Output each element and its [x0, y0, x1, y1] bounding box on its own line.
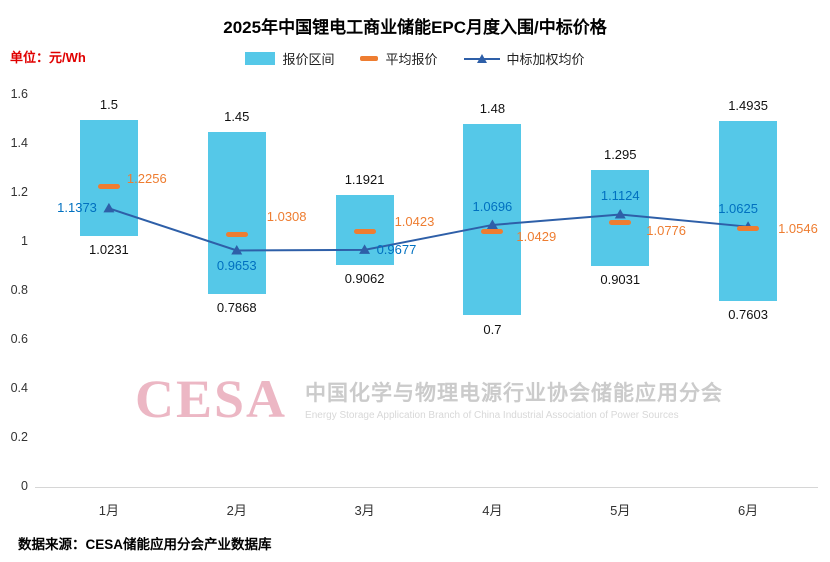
y-axis-tick-label: 1.6	[10, 87, 28, 101]
watermark: CESA 中国化学与物理电源行业协会储能应用分会 Energy Storage …	[135, 372, 723, 426]
watermark-english-line: Energy Storage Application Branch of Chi…	[305, 410, 679, 421]
x-axis-line	[35, 487, 818, 488]
bar-min-label: 0.9062	[344, 270, 385, 286]
x-axis-category-label: 4月	[482, 503, 503, 518]
average-price-label: 1.0423	[394, 213, 435, 229]
price-range-bar	[591, 169, 650, 266]
legend-label-average: 平均报价	[385, 52, 438, 67]
bar-max-label: 1.295	[603, 146, 637, 162]
average-price-label: 1.2256	[126, 170, 167, 186]
bar-min-label: 0.7	[483, 321, 502, 337]
average-price-label: 1.0429	[516, 229, 557, 245]
x-axis-category-label: 3月	[354, 503, 375, 518]
legend-item-weighted-average: 中标加权均价	[463, 49, 585, 68]
y-axis-tick-label: 0	[21, 479, 28, 493]
y-axis-tick-label: 1.2	[10, 185, 28, 199]
watermark-text: 中国化学与物理电源行业协会储能应用分会 Energy Storage Appli…	[305, 377, 723, 421]
average-price-tick	[481, 228, 504, 234]
weighted-average-price-label: 0.9677	[376, 241, 417, 257]
x-axis-category-label: 1月	[98, 503, 120, 518]
weighted-average-price-label: 1.1373	[57, 200, 97, 216]
legend-label-weighted-average: 中标加权均价	[506, 52, 585, 67]
x-axis-category-label: 5月	[610, 503, 631, 518]
average-price-label: 1.0546	[778, 220, 818, 236]
bar-max-label: 1.45	[224, 108, 250, 124]
triangle-marker-icon	[476, 53, 487, 63]
bar-max-label: 1.5	[99, 96, 118, 112]
average-price-label: 1.0776	[646, 222, 687, 238]
average-price-tick	[225, 231, 248, 237]
watermark-chinese-line: 中国化学与物理电源行业协会储能应用分会	[305, 382, 724, 405]
legend: 报价区间 平均报价 中标加权均价	[0, 49, 830, 68]
y-axis-tick-label: 0.4	[10, 381, 28, 395]
y-axis-tick-label: 1.4	[10, 136, 28, 150]
weighted-average-price-label: 1.1124	[600, 188, 640, 204]
chart-title: 2025年中国锂电工商业储能EPC月度入围/中标价格	[223, 18, 607, 37]
unit-label: 单位：元/Wh	[10, 50, 86, 65]
average-price-label: 1.0308	[266, 209, 307, 225]
legend-item-average: 平均报价	[360, 49, 438, 68]
price-range-bar	[463, 124, 522, 316]
x-axis-category-label: 2月	[226, 503, 247, 518]
average-price-tick	[353, 229, 376, 235]
legend-label-range: 报价区间	[282, 52, 335, 67]
weighted-average-price-label: 0.9653	[216, 257, 257, 273]
bar-max-label: 1.1921	[344, 171, 385, 187]
average-dash-swatch-icon	[360, 56, 379, 61]
legend-item-range: 报价区间	[245, 49, 334, 68]
bar-max-label: 1.4935	[728, 98, 768, 114]
y-axis-tick-label: 0.6	[10, 332, 28, 346]
weighted-average-price-label: 1.0696	[472, 198, 513, 214]
range-bar-swatch-icon	[245, 52, 276, 65]
bar-min-label: 0.7868	[216, 300, 257, 316]
y-axis-tick-label: 0.2	[10, 430, 28, 444]
bar-max-label: 1.48	[479, 101, 506, 117]
bar-min-label: 1.0231	[89, 242, 129, 258]
y-axis-tick-label: 0.8	[10, 283, 28, 297]
average-price-tick	[609, 220, 632, 226]
cesa-logo: CESA	[134, 369, 288, 429]
average-price-tick	[97, 184, 120, 190]
bar-min-label: 0.9031	[600, 271, 641, 287]
data-source: 数据来源：CESA储能应用分会产业数据库	[18, 537, 272, 552]
y-axis-tick-label: 1	[21, 234, 28, 248]
x-axis-category-label: 6月	[737, 503, 759, 518]
average-price-tick	[737, 226, 760, 232]
weighted-average-line-swatch-icon	[463, 53, 500, 63]
bar-min-label: 0.7603	[728, 306, 768, 322]
weighted-average-price-label: 1.0625	[718, 200, 758, 216]
